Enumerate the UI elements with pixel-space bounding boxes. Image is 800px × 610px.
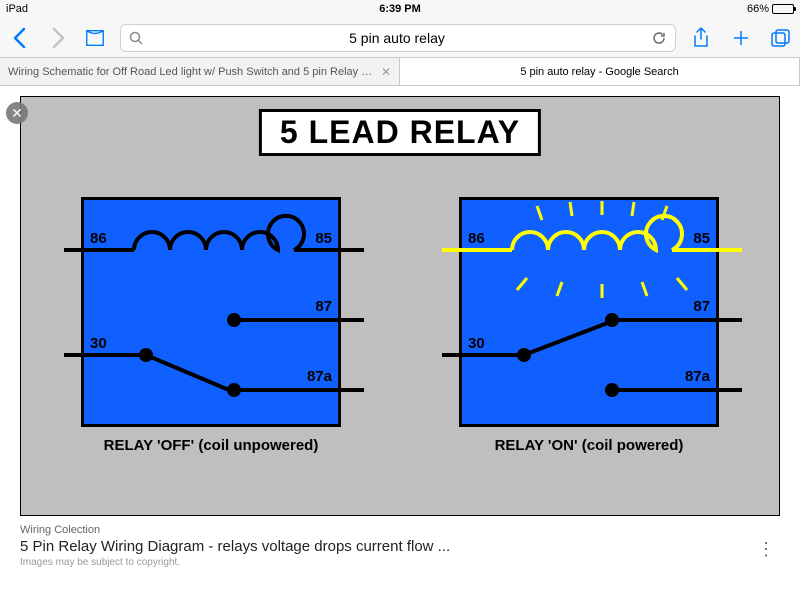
address-bar[interactable]: 5 pin auto relay [120,24,676,52]
search-text: 5 pin auto relay [149,30,645,46]
tab-0[interactable]: Wiring Schematic for Off Road Led light … [0,58,400,85]
back-button[interactable] [8,27,30,49]
tab-close-icon[interactable]: ✕ [381,65,391,79]
tabs-button[interactable] [770,27,792,49]
tab-1[interactable]: 5 pin auto relay - Google Search [400,58,800,85]
relay-off-box: 86 85 87 30 87a RELAY 'OFF' (coil unpowe… [81,197,341,427]
pin-87a: 87a [307,368,332,385]
copyright-note: Images may be subject to copyright. [20,557,780,568]
tab-strip: Wiring Schematic for Off Road Led light … [0,58,800,86]
reload-button[interactable] [651,30,667,46]
pin-87a: 87a [685,368,710,385]
bookmarks-button[interactable] [84,27,106,49]
pin-86: 86 [468,230,485,247]
image-meta: Wiring Colection 5 Pin Relay Wiring Diag… [0,516,800,568]
image-title[interactable]: 5 Pin Relay Wiring Diagram - relays volt… [20,538,780,555]
browser-toolbar: 5 pin auto relay [0,18,800,58]
new-tab-button[interactable] [730,27,752,49]
close-image-button[interactable]: ✕ [6,102,28,124]
tab-label: 5 pin auto relay - Google Search [520,66,678,78]
diagram-title: 5 LEAD RELAY [259,109,541,156]
device-label: iPad [6,3,28,15]
battery-icon [772,4,794,14]
share-button[interactable] [690,27,712,49]
search-icon [129,31,143,45]
pin-87: 87 [315,298,332,315]
page-content: ✕ 5 LEAD RELAY 86 85 [0,96,800,610]
caption-off: RELAY 'OFF' (coil unpowered) [104,437,319,454]
tab-label: Wiring Schematic for Off Road Led light … [8,66,375,78]
pin-85: 85 [315,230,332,247]
relay-diagram: 5 LEAD RELAY 86 85 87 [20,96,780,516]
pin-87: 87 [693,298,710,315]
status-bar: iPad 6:39 PM 66% [0,0,800,18]
clock: 6:39 PM [379,3,421,15]
forward-button[interactable] [48,27,70,49]
pin-30: 30 [468,335,485,352]
battery-pct: 66% [747,3,769,15]
collection-label: Wiring Colection [20,524,780,536]
pin-86: 86 [90,230,107,247]
relay-on-box: 86 85 87 30 87a RELAY 'ON' (coil powered… [459,197,719,427]
battery-status: 66% [747,3,794,15]
pin-85: 85 [693,230,710,247]
toolbar-right [690,27,792,49]
caption-on: RELAY 'ON' (coil powered) [495,437,684,454]
nav-buttons [8,27,70,49]
more-options-button[interactable]: ⋮ [757,539,776,560]
pin-30: 30 [90,335,107,352]
